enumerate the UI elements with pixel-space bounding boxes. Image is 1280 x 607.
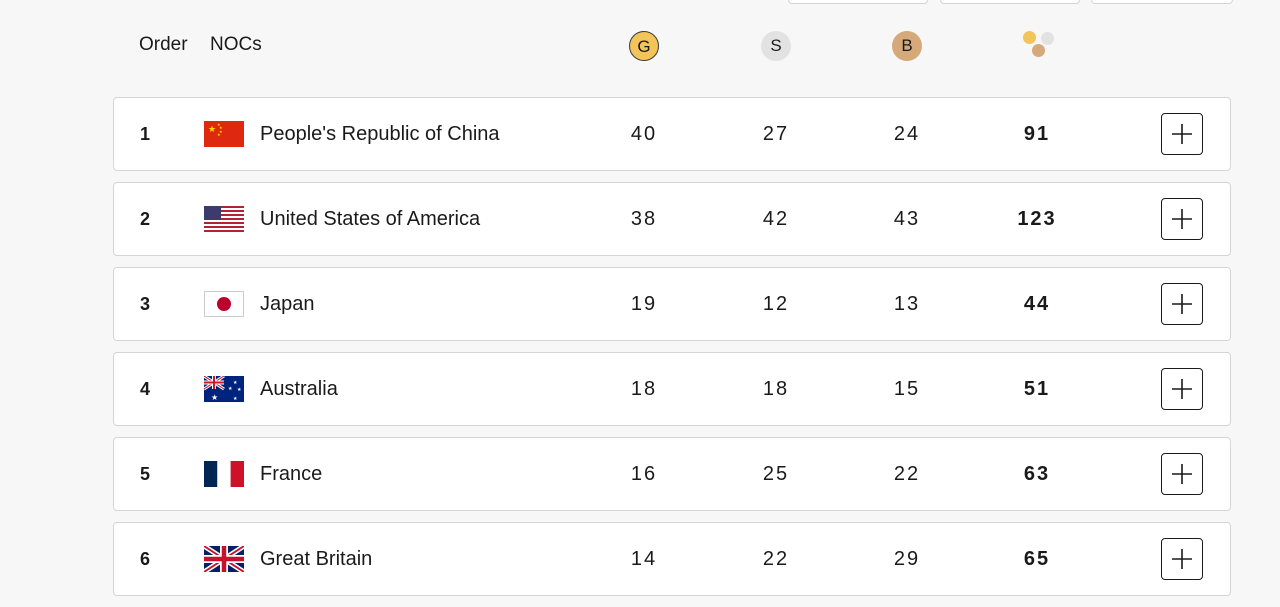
bronze-count: 13 <box>893 293 921 315</box>
plus-icon <box>1172 209 1192 229</box>
gold-count: 14 <box>630 548 658 570</box>
table-row[interactable]: 2 United States of America 38 42 43 123 <box>113 182 1231 256</box>
svg-text:★: ★ <box>233 396 238 402</box>
svg-text:★: ★ <box>208 125 216 135</box>
silver-count: 27 <box>762 123 790 145</box>
table-row[interactable]: 5 France 16 25 22 63 <box>113 437 1231 511</box>
medal-total-icon[interactable] <box>1020 30 1056 62</box>
rank: 1 <box>140 124 151 144</box>
svg-text:★: ★ <box>211 393 218 402</box>
rank: 2 <box>140 209 151 229</box>
total-count: 63 <box>1023 463 1051 485</box>
table-row[interactable]: 1 ★ ★ ★ ★ ★ People's Republic of China 4… <box>113 97 1231 171</box>
svg-text:★: ★ <box>219 129 223 134</box>
expand-button[interactable] <box>1161 198 1203 240</box>
expand-button[interactable] <box>1161 538 1203 580</box>
bronze-count: 29 <box>893 548 921 570</box>
svg-text:★: ★ <box>217 132 221 137</box>
expand-button[interactable] <box>1161 453 1203 495</box>
total-count: 44 <box>1023 293 1051 315</box>
medal-table-header: Order NOCs G S B <box>0 0 1280 90</box>
australia-flag: ★ ★ ★ ★ ★ <box>204 376 244 402</box>
country-name[interactable]: United States of America <box>260 208 481 230</box>
country-name[interactable]: Australia <box>260 378 338 400</box>
bronze-count: 43 <box>893 208 921 230</box>
plus-icon <box>1172 464 1192 484</box>
gold-count: 16 <box>630 463 658 485</box>
bronze-count: 24 <box>893 123 921 145</box>
gold-medal-icon[interactable]: G <box>629 31 659 61</box>
svg-text:★: ★ <box>219 125 223 130</box>
china-flag: ★ ★ ★ ★ ★ <box>204 121 244 147</box>
expand-button[interactable] <box>1161 113 1203 155</box>
nocs-column-header[interactable]: NOCs <box>210 34 262 55</box>
rank: 6 <box>140 549 151 569</box>
plus-icon <box>1172 549 1192 569</box>
total-count: 65 <box>1023 548 1051 570</box>
order-column-header[interactable]: Order <box>139 34 188 55</box>
bronze-count: 15 <box>893 378 921 400</box>
gold-count: 38 <box>630 208 658 230</box>
bronze-medal-icon[interactable]: B <box>892 31 922 61</box>
plus-icon <box>1172 124 1192 144</box>
usa-flag <box>204 206 244 232</box>
plus-icon <box>1172 294 1192 314</box>
japan-flag <box>204 291 244 317</box>
svg-text:★: ★ <box>237 387 242 393</box>
country-name[interactable]: Japan <box>260 293 315 315</box>
silver-count: 18 <box>762 378 790 400</box>
gold-count: 19 <box>630 293 658 315</box>
svg-text:★: ★ <box>228 386 233 392</box>
gold-count: 18 <box>630 378 658 400</box>
silver-medal-icon[interactable]: S <box>761 31 791 61</box>
country-name[interactable]: France <box>260 463 323 485</box>
expand-button[interactable] <box>1161 283 1203 325</box>
gold-count: 40 <box>630 123 658 145</box>
silver-count: 25 <box>762 463 790 485</box>
table-row[interactable]: 3 Japan 19 12 13 44 <box>113 267 1231 341</box>
country-name[interactable]: People's Republic of China <box>260 123 500 145</box>
silver-count: 12 <box>762 293 790 315</box>
svg-text:★: ★ <box>217 122 221 127</box>
total-count: 123 <box>1017 208 1057 230</box>
france-flag <box>204 461 244 487</box>
rank: 4 <box>140 379 151 399</box>
rank: 5 <box>140 464 151 484</box>
plus-icon <box>1172 379 1192 399</box>
rank: 3 <box>140 294 151 314</box>
total-count: 51 <box>1023 378 1051 400</box>
silver-count: 22 <box>762 548 790 570</box>
total-count: 91 <box>1023 123 1051 145</box>
great-britain-flag <box>204 546 244 572</box>
medal-table: 1 ★ ★ ★ ★ ★ People's Republic of China 4… <box>113 97 1231 607</box>
bronze-count: 22 <box>893 463 921 485</box>
table-row[interactable]: 4 ★ ★ ★ ★ ★ Australia 18 18 15 51 <box>113 352 1231 426</box>
table-row[interactable]: 6 Great Britain 14 22 29 65 <box>113 522 1231 596</box>
country-name[interactable]: Great Britain <box>260 548 373 570</box>
svg-text:★: ★ <box>233 380 238 386</box>
silver-count: 42 <box>762 208 790 230</box>
expand-button[interactable] <box>1161 368 1203 410</box>
